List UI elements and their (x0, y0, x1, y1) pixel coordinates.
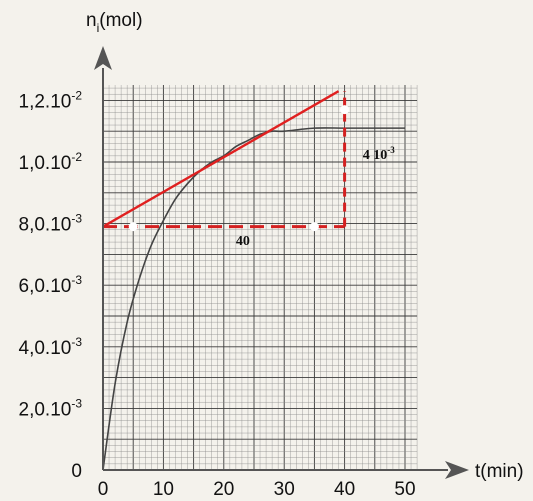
y-tick-label: 1,0.10-2 (19, 150, 83, 174)
axes (94, 46, 469, 479)
tick-labels: 0 10 20 30 40 50 0 2,0.10-3 4,0.10-3 6,0.10-3 8,0.… (19, 88, 416, 500)
construction-marker-dot (340, 105, 350, 115)
plot-area (102, 90, 405, 471)
x-tick-label: 0 (98, 479, 109, 500)
y-tick-label: 2,0.10-3 (19, 396, 83, 420)
y-axis-arrow-icon (94, 46, 112, 70)
y-tick-label: 8,0.10-3 (19, 212, 83, 236)
annotation-label: 40 (236, 234, 250, 249)
x-tick-label: 30 (274, 479, 295, 500)
y-axis-title: ni(mol) (86, 10, 143, 35)
x-tick-label: 20 (213, 479, 234, 500)
y-tick-label: 4,0.10-3 (19, 335, 83, 359)
y-tick-label: 0 (71, 461, 82, 482)
y-tick-label: 6,0.10-3 (19, 273, 83, 297)
construction-marker-dot (128, 222, 138, 232)
x-axis-title: t(min) (475, 461, 524, 482)
x-tick-label: 50 (394, 479, 415, 500)
x-tick-label: 40 (334, 479, 355, 500)
annotation-label: 4 10-3 (363, 145, 395, 163)
tangent-line (102, 90, 340, 228)
annotations: 40 4 10-3 (236, 145, 395, 249)
x-tick-label: 10 (153, 479, 174, 500)
y-tick-label: 1,2.10-2 (19, 88, 83, 112)
graph-paper-grid (102, 85, 418, 471)
series-line (102, 127, 405, 471)
x-axis-arrow-icon (445, 461, 469, 479)
construction-marker-dot (309, 222, 319, 232)
